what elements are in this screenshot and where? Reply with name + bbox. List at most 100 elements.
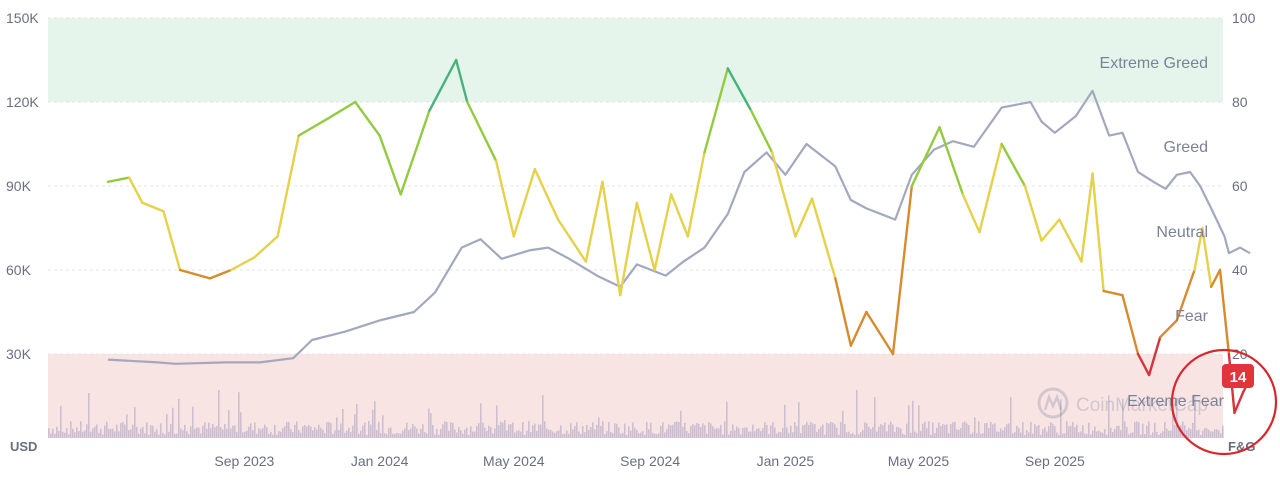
- volume-bar: [272, 434, 274, 438]
- volume-bar: [258, 428, 260, 438]
- volume-bar: [720, 424, 722, 438]
- volume-bar: [1032, 433, 1034, 438]
- volume-bar: [612, 433, 614, 438]
- volume-bar: [1140, 434, 1142, 438]
- volume-bar: [792, 432, 794, 438]
- volume-bar: [1070, 425, 1072, 438]
- volume-bar: [654, 433, 656, 438]
- volume-bar: [758, 428, 760, 438]
- volume-bar: [618, 427, 620, 438]
- volume-bar: [1014, 432, 1016, 438]
- volume-bar: [1134, 421, 1136, 438]
- volume-bar: [788, 432, 790, 438]
- volume-bar: [1110, 427, 1112, 438]
- volume-bar: [796, 426, 798, 438]
- fear-greed-segment: [978, 142, 1003, 234]
- price-line: [107, 89, 1251, 365]
- volume-bar: [586, 425, 588, 438]
- fear-greed-segment: [1023, 184, 1043, 242]
- volume-bar: [122, 422, 124, 438]
- volume-bar: [246, 430, 248, 438]
- volume-bar: [496, 405, 498, 438]
- volume-bar: [262, 427, 264, 438]
- volume-bar: [862, 429, 864, 438]
- volume-bar: [1020, 432, 1022, 438]
- volume-bar: [648, 429, 650, 438]
- volume-bar: [452, 422, 454, 438]
- volume-bar: [962, 422, 964, 438]
- volume-bar: [1028, 432, 1030, 438]
- volume-bar: [1162, 431, 1164, 438]
- volume-bar: [596, 424, 598, 438]
- volume-bar: [390, 427, 392, 438]
- fear-greed-segment: [810, 197, 837, 280]
- volume-bar: [382, 415, 384, 438]
- volume-bar: [210, 428, 212, 438]
- volume-bar: [458, 426, 460, 438]
- volume-bar: [966, 423, 968, 438]
- volume-bar: [526, 430, 528, 438]
- current-value-badge-bg: [1222, 364, 1254, 388]
- volume-bar: [668, 424, 670, 438]
- volume-bar: [150, 425, 152, 438]
- volume-bar: [1182, 421, 1184, 438]
- volume-bar: [422, 424, 424, 438]
- volume-bar: [588, 430, 590, 438]
- volume-bar: [358, 433, 360, 438]
- volume-bar: [956, 429, 958, 438]
- volume-bar: [490, 427, 492, 438]
- volume-bar: [1040, 434, 1042, 438]
- volume-bar: [478, 423, 480, 438]
- volume-bar: [732, 424, 734, 438]
- volume-bar: [130, 429, 132, 438]
- fear-greed-segment: [1102, 289, 1124, 297]
- volume-bar: [1212, 431, 1214, 438]
- volume-bar: [320, 427, 322, 438]
- volume-bar: [626, 434, 628, 438]
- volume-bar: [772, 422, 774, 438]
- volume-bar: [380, 432, 382, 438]
- volume-bar: [814, 423, 816, 438]
- volume-bar: [378, 421, 380, 438]
- volume-bar: [1080, 431, 1082, 438]
- volume-bar: [406, 422, 408, 438]
- volume-bar: [696, 423, 698, 438]
- volume-bar: [424, 432, 426, 438]
- volume-bar: [688, 433, 690, 438]
- volume-bar: [878, 426, 880, 438]
- volume-bar: [1198, 429, 1200, 438]
- volume-bar: [248, 426, 250, 438]
- volume-bar: [864, 422, 866, 438]
- fear-greed-segment: [428, 58, 458, 112]
- volume-bar: [1100, 432, 1102, 438]
- volume-bar: [726, 401, 728, 438]
- volume-bar: [236, 432, 238, 438]
- volume-bar: [220, 427, 222, 438]
- volume-bar: [574, 426, 576, 438]
- fear-greed-segment: [619, 201, 639, 297]
- volume-bar: [166, 413, 168, 438]
- volume-bar: [646, 421, 648, 438]
- volume-bar: [1214, 429, 1216, 438]
- volume-bar: [856, 389, 858, 438]
- fear-greed-segment: [297, 117, 329, 137]
- volume-bar: [178, 398, 180, 438]
- volume-bar: [800, 433, 802, 438]
- volume-bar: [624, 423, 626, 438]
- volume-bar: [548, 429, 550, 438]
- volume-bar: [722, 434, 724, 438]
- volume-bar: [942, 424, 944, 438]
- volume-bar: [184, 424, 186, 438]
- volume-bar: [304, 425, 306, 438]
- right-tick-label: 40: [1232, 262, 1248, 278]
- fear-greed-segment: [276, 134, 300, 238]
- volume-bar: [582, 426, 584, 438]
- volume-bar: [964, 421, 966, 438]
- volume-bar: [680, 410, 682, 438]
- volume-bar: [1150, 434, 1152, 438]
- volume-bar: [396, 432, 398, 438]
- volume-bar: [736, 426, 738, 438]
- volume-bar: [846, 432, 848, 438]
- volume-bar: [886, 431, 888, 438]
- volume-bar: [556, 431, 558, 438]
